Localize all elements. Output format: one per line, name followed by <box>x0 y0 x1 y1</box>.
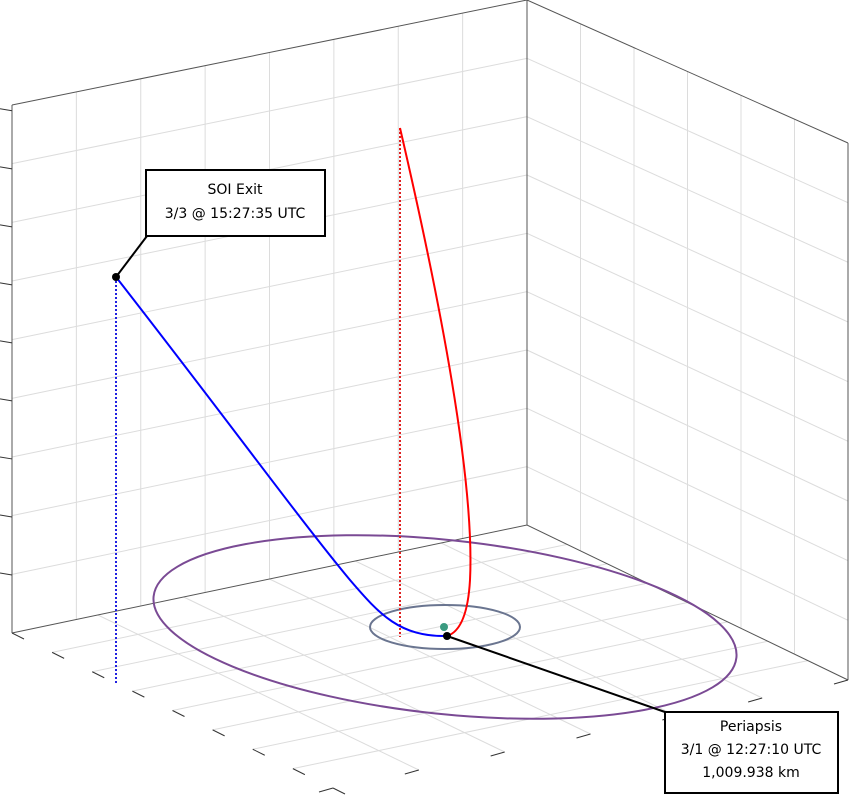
tick-mark <box>292 768 306 776</box>
tick-mark <box>0 456 13 460</box>
callout-text: Periapsis <box>720 719 782 735</box>
outer-orbit <box>152 534 738 720</box>
departure-trajectory <box>115 276 448 638</box>
callout-box <box>664 711 839 794</box>
grid-line <box>132 582 648 692</box>
tick-mark <box>332 787 346 795</box>
tick-mark <box>404 769 419 775</box>
grid <box>11 13 849 771</box>
callout-line <box>115 235 148 278</box>
tick-mark <box>318 787 334 793</box>
grid-line <box>526 116 849 263</box>
tick-mark <box>11 632 25 640</box>
tick-mark <box>132 690 145 698</box>
grid-line <box>292 660 808 770</box>
grid-line <box>11 466 528 575</box>
callout-box <box>145 169 326 237</box>
tick-mark <box>0 398 13 402</box>
tick-mark <box>0 340 13 344</box>
grid-line <box>526 174 849 323</box>
grid-line <box>11 291 528 399</box>
grid-line <box>52 543 568 653</box>
grid-line <box>526 349 849 502</box>
tick-mark <box>92 671 105 679</box>
grid-line <box>526 407 849 562</box>
floor-back-edge <box>11 524 849 681</box>
grid-line <box>212 621 728 731</box>
callout-text: 1,009.938 km <box>702 765 799 781</box>
tick-mark <box>833 679 849 685</box>
tick-mark <box>0 282 13 286</box>
tick-mark <box>51 651 65 659</box>
tick-mark <box>0 514 13 518</box>
tick-mark <box>490 751 505 757</box>
grid-line <box>526 232 849 383</box>
grid-line <box>172 602 688 711</box>
grid-line <box>11 232 528 341</box>
grid-line <box>252 640 768 750</box>
tick-mark <box>212 729 225 737</box>
box-edges <box>11 0 849 681</box>
callout-line <box>446 635 666 713</box>
grid-line <box>526 57 849 204</box>
ticks <box>0 108 849 795</box>
planet-orbit <box>369 604 521 650</box>
tick-mark <box>0 166 13 170</box>
arrival-trajectory <box>399 127 472 637</box>
grid-line <box>11 57 528 165</box>
soi-callout: SOI Exit 3/3 @ 15:27:35 UTC <box>145 169 326 237</box>
grid-line <box>526 291 849 442</box>
soi-exit-point <box>112 273 120 281</box>
grid-line <box>11 349 528 458</box>
tick-mark <box>576 733 591 739</box>
grid-line <box>11 407 528 517</box>
callout-text: 3/3 @ 15:27:35 UTC <box>165 206 306 222</box>
tick-mark <box>0 572 13 576</box>
tick-mark <box>0 108 13 112</box>
top-edge <box>11 0 849 144</box>
grid-line <box>526 466 849 621</box>
planet <box>440 623 448 631</box>
grid-line <box>92 563 608 673</box>
tick-mark <box>252 748 265 756</box>
callout-text: 3/1 @ 12:27:10 UTC <box>681 742 822 758</box>
periapsis-point <box>443 632 451 640</box>
tick-mark <box>172 710 185 717</box>
periapsis-callout: Periapsis 3/1 @ 12:27:10 UTC 1,009.938 k… <box>664 711 839 794</box>
callout-text: SOI Exit <box>208 182 264 198</box>
tick-mark <box>748 697 763 703</box>
tick-mark <box>0 224 13 228</box>
